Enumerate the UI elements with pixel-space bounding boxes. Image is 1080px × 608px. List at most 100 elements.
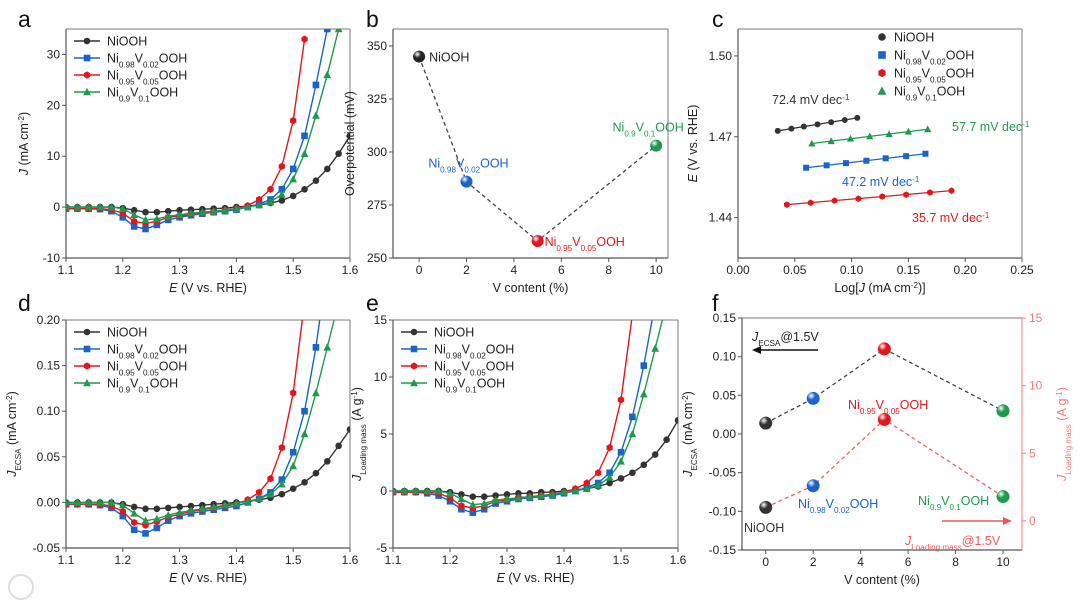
point-label: Ni0.9V0.1OOH xyxy=(918,494,989,512)
square-marker xyxy=(922,150,929,157)
triangle-marker xyxy=(187,209,195,217)
square-marker xyxy=(823,162,830,169)
hexagon-marker xyxy=(278,444,285,452)
y-tick-label: 1.50 xyxy=(709,49,733,63)
circle-marker xyxy=(176,503,183,511)
plot-area xyxy=(66,29,350,233)
hexagon-marker xyxy=(595,469,602,477)
y-tick-label: -0.05 xyxy=(33,541,61,555)
square-marker xyxy=(312,81,320,89)
square-marker xyxy=(301,407,308,415)
circle-marker xyxy=(335,442,342,450)
triangle-marker xyxy=(221,206,229,214)
y-tick-label: 0.10 xyxy=(37,404,61,418)
triangle-marker xyxy=(187,506,195,514)
y-tick-label: -0.10 xyxy=(709,504,737,518)
triangle-marker xyxy=(877,86,887,95)
left-series-label: JECSA@1.5V xyxy=(751,330,819,348)
legend-label: Ni0.9V0.1OOH xyxy=(107,377,178,395)
circle-marker xyxy=(323,165,331,173)
triangle-marker xyxy=(594,481,603,489)
triangle-marker xyxy=(73,203,82,211)
square-marker xyxy=(842,160,849,167)
tafel-slope-label: 47.2 mV dec-1 xyxy=(842,175,920,190)
circle-marker xyxy=(323,458,331,465)
data-point-right xyxy=(996,490,1010,504)
y-axis-label: JECSA (mA cm-2) xyxy=(681,391,699,478)
point-label: NiOOH xyxy=(429,51,469,65)
x-axis-label: Log[J (mA cm-2)] xyxy=(834,281,925,296)
x-tick-label: 10 xyxy=(996,555,1010,569)
data-point xyxy=(531,235,544,248)
series-1 xyxy=(393,320,653,516)
circle-marker xyxy=(130,503,138,511)
hexagon-marker xyxy=(290,389,297,397)
triangle-marker xyxy=(514,493,523,502)
x-tick-label: 1.6 xyxy=(342,263,359,277)
x-tick-label: 0 xyxy=(762,555,769,569)
hexagon-marker xyxy=(606,444,613,452)
right-series-label: JLoading mass@1.5V xyxy=(904,534,1001,552)
legend-item: Ni0.9V0.1OOH xyxy=(74,86,178,103)
legend-label: NiOOH xyxy=(434,326,474,340)
triangle-marker xyxy=(312,388,320,397)
triangle-marker xyxy=(83,87,91,96)
circle-marker xyxy=(503,491,511,498)
triangle-marker xyxy=(175,508,184,516)
circle-marker xyxy=(629,469,636,477)
triangle-marker xyxy=(446,489,454,497)
square-marker xyxy=(803,164,810,171)
legend-label: NiOOH xyxy=(107,326,147,340)
y-tick-label: 0.20 xyxy=(37,313,61,327)
circle-marker xyxy=(312,177,320,184)
y-tick-label: 0.15 xyxy=(37,359,61,373)
plot-area xyxy=(393,320,678,516)
triangle-marker xyxy=(885,130,893,138)
circle-marker xyxy=(164,207,172,215)
y-tick-label: 30 xyxy=(47,47,61,61)
y-tick-label: 350 xyxy=(367,39,387,53)
triangle-marker xyxy=(198,504,207,513)
circle-marker xyxy=(130,206,138,214)
legend-item: NiOOH xyxy=(401,326,474,340)
hexagon-marker xyxy=(948,187,955,194)
x-tick-label: 2 xyxy=(463,263,470,277)
square-marker xyxy=(410,345,418,353)
circle-marker xyxy=(164,504,172,512)
triangle-marker xyxy=(300,429,309,438)
y-axis-label: JECSA (mA cm-2) xyxy=(5,391,23,478)
square-marker xyxy=(119,512,127,520)
square-marker xyxy=(882,155,889,162)
y-tick-label: -5 xyxy=(376,541,387,555)
triangle-marker xyxy=(628,429,637,438)
circle-marker xyxy=(83,328,91,336)
point-label: Ni0.95V0.05OOH xyxy=(545,235,625,253)
series-line xyxy=(66,29,328,230)
plot-area xyxy=(66,320,350,537)
triangle-marker xyxy=(209,502,218,511)
circle-marker xyxy=(800,123,807,130)
y-tick-label: 250 xyxy=(367,251,387,265)
data-point-left xyxy=(877,342,891,356)
square-marker xyxy=(469,509,477,516)
y-tick-label: 0.05 xyxy=(713,388,737,402)
triangle-marker xyxy=(266,490,275,498)
triangle-marker xyxy=(323,343,332,351)
square-marker xyxy=(629,413,636,421)
tafel-slope-label: 72.4 mV dec-1 xyxy=(772,93,850,108)
square-marker xyxy=(83,54,91,62)
point-label: Ni0.9V0.1OOH xyxy=(613,121,684,139)
data-point xyxy=(650,139,663,152)
x-tick-label: 8 xyxy=(605,263,612,277)
x-tick-label: 1.3 xyxy=(171,553,188,567)
point-label: Ni0.98V0.02OOH xyxy=(798,497,878,515)
series-0 xyxy=(66,426,350,513)
y-tick-label: -0.05 xyxy=(709,466,737,480)
hexagon-marker xyxy=(878,68,886,78)
square-marker xyxy=(312,344,320,351)
panel-b: 0 2 4 6 8 10 250 275 300 325 350 V content (%) xyxy=(367,28,669,295)
square-marker xyxy=(130,526,138,534)
circle-marker xyxy=(606,479,613,487)
series-0 xyxy=(393,417,678,501)
hexagon-marker xyxy=(301,35,308,43)
